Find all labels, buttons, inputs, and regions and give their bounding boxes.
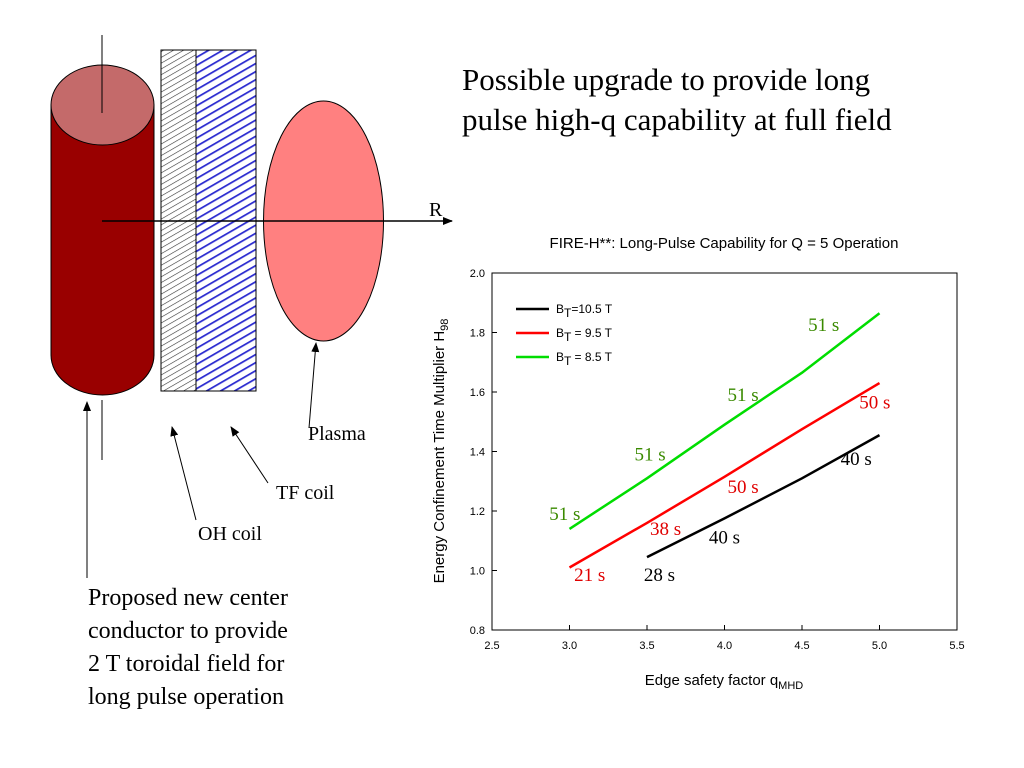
r-axis-label: R [429,199,443,221]
plasma-label: Plasma [308,423,366,445]
conductor-caption: Proposed new center conductor to provide… [88,585,288,710]
y-axis: 0.8 1.0 1.2 1.4 1.6 1.8 2.0 [470,268,497,637]
duration-label: 51 s [635,444,666,465]
x-tick-label: 3.5 [639,640,654,652]
series-lines [568,312,881,569]
duration-label: 51 s [549,504,580,525]
oh-coil-pointer [170,426,197,521]
x-axis: 2.5 3.0 3.5 4.0 4.5 5.0 5.5 [484,625,965,652]
title-line: Possible upgrade to provide long [462,62,870,97]
legend: BT=10.5 T BT = 9.5 T BT = 8.5 T [516,302,613,368]
chart-title: FIRE-H**: Long-Pulse Capability for Q = … [550,235,899,252]
duration-label: 21 s [574,565,605,586]
y-tick-label: 1.2 [470,506,485,518]
legend-label: BT=10.5 T [556,302,613,320]
y-tick-label: 1.0 [470,566,485,578]
x-tick-label: 2.5 [484,640,499,652]
plasma-pointer [308,342,320,429]
y-tick-label: 2.0 [470,268,485,280]
caption-line: 2 T toroidal field for [88,651,284,677]
duration-label: 51 s [728,385,759,406]
series-line-2 [568,312,881,530]
slide-title: Possible upgrade to provide long pulse h… [462,62,892,137]
series-line-0 [646,434,881,559]
tf-coil-label: TF coil [276,482,335,504]
legend-label: BT = 9.5 T [556,326,613,344]
title-line: pulse high-q capability at full field [462,102,892,137]
center-conductor [50,35,155,460]
y-tick-label: 1.6 [470,387,485,399]
duration-annotations: 28 s 40 s 40 s 21 s 38 s 50 s 50 s 51 s 51 s 51 s… [549,315,890,586]
y-tick-label: 0.8 [470,625,485,637]
series-line-1 [568,382,881,569]
caption-line: conductor to provide [88,618,288,644]
tf-coil-pointer [230,426,269,484]
duration-label: 50 s [859,392,890,413]
y-tick-label: 1.4 [470,447,485,459]
x-tick-label: 3.0 [562,640,577,652]
confinement-chart: FIRE-H**: Long-Pulse Capability for Q = … [431,235,965,692]
duration-label: 40 s [841,449,872,470]
x-tick-label: 4.5 [794,640,809,652]
oh-coil-label: OH coil [198,523,262,545]
duration-label: 28 s [644,565,675,586]
x-tick-label: 5.5 [949,640,964,652]
caption-line: Proposed new center [88,585,288,611]
duration-label: 38 s [650,519,681,540]
duration-label: 50 s [728,477,759,498]
duration-label: 40 s [709,528,740,549]
y-tick-label: 1.8 [470,328,485,340]
x-tick-label: 4.0 [717,640,732,652]
caption-line: long pulse operation [88,684,284,710]
device-diagram: R Plasma TF coil OH coil [50,35,453,578]
legend-label: BT = 8.5 T [556,350,613,368]
y-axis-label: Energy Confinement Time Multiplier H98 [431,319,451,584]
x-axis-label: Edge safety factor qMHD [645,672,804,692]
duration-label: 51 s [808,315,839,336]
x-tick-label: 5.0 [872,640,887,652]
